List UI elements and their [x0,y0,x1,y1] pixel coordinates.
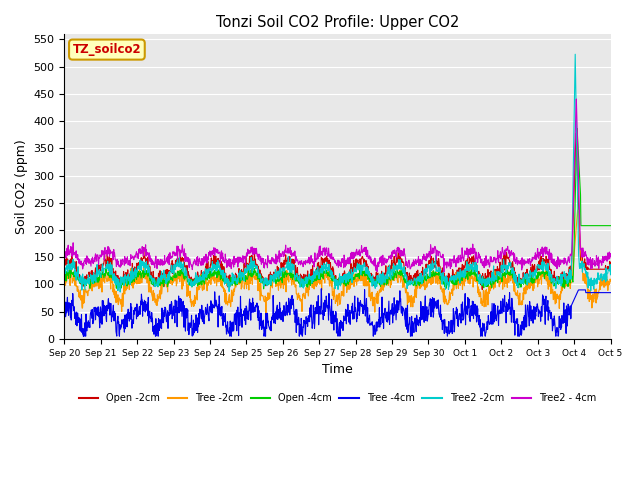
X-axis label: Time: Time [322,363,353,376]
Title: Tonzi Soil CO2 Profile: Upper CO2: Tonzi Soil CO2 Profile: Upper CO2 [216,15,459,30]
Legend: Open -2cm, Tree -2cm, Open -4cm, Tree -4cm, Tree2 -2cm, Tree2 - 4cm: Open -2cm, Tree -2cm, Open -4cm, Tree -4… [75,390,600,408]
Y-axis label: Soil CO2 (ppm): Soil CO2 (ppm) [15,139,28,234]
Text: TZ_soilco2: TZ_soilco2 [72,43,141,56]
